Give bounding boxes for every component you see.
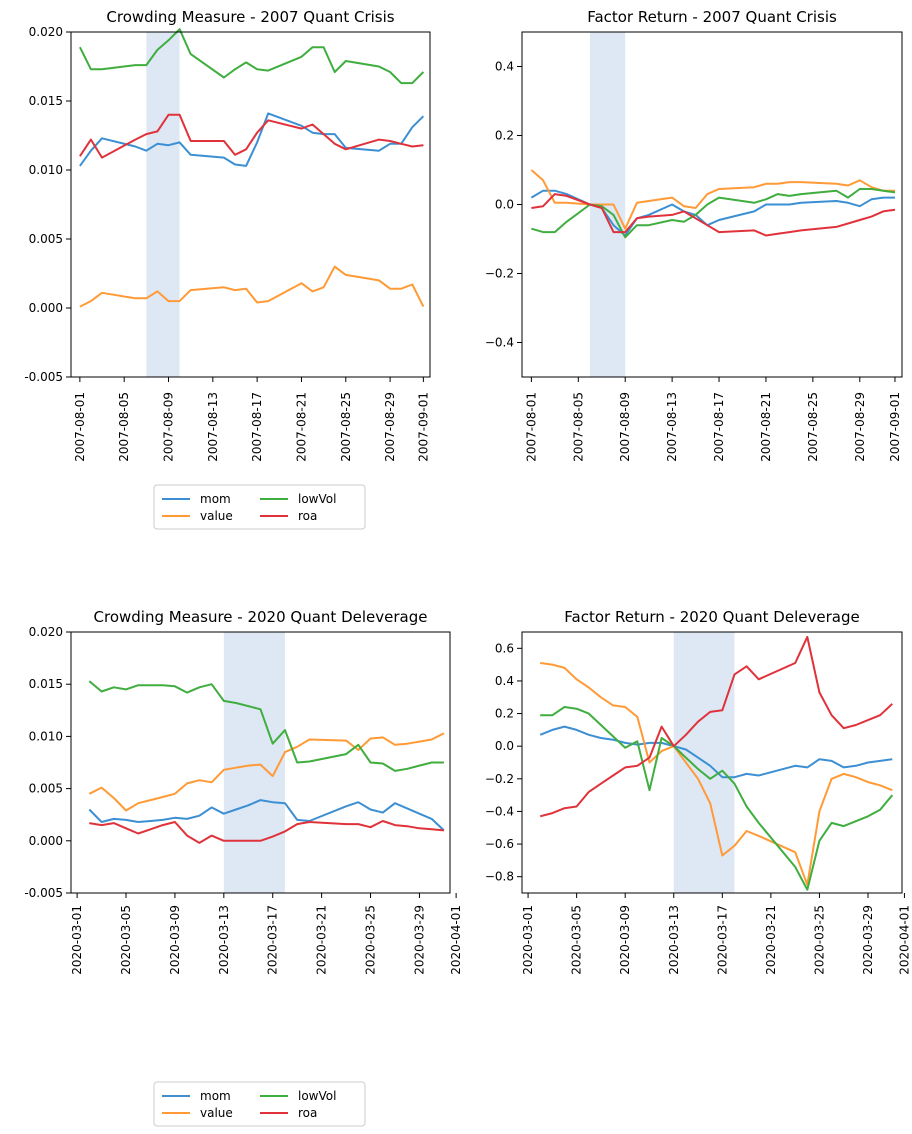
y-tick-label: 0.005 [29, 232, 63, 246]
chart-factor-return-2007: Factor Return - 2007 Quant Crisis −0.4 −0.… [485, 8, 903, 462]
legend-label-lowvol: lowVol [298, 1089, 336, 1103]
y-tick-label: 0.000 [29, 834, 63, 848]
chart-title: Factor Return - 2007 Quant Crisis [587, 8, 837, 26]
legend-label-lowvol: lowVol [298, 492, 336, 506]
x-tick-label: 2020-04-01 [897, 905, 911, 975]
chart-title: Factor Return - 2020 Quant Deleverage [564, 608, 859, 626]
x-tick-label: 2020-03-29 [412, 905, 426, 975]
y-tick-label: 0.2 [495, 707, 514, 721]
series-line-mom [88, 799, 445, 832]
chart-factor-return-2020: Factor Return - 2020 Quant Deleverage −0.… [485, 608, 912, 975]
x-tick-label: 2020-04-01 [449, 905, 463, 975]
x-tick-label: 2020-03-01 [70, 905, 84, 975]
x-tick-label: 2007-08-09 [162, 392, 176, 462]
series-line-roa [531, 193, 896, 237]
y-tick-label: 0.020 [29, 25, 63, 39]
plot-frame [70, 631, 451, 894]
y-tick-label: 0.4 [495, 674, 514, 688]
x-tick-label: 2007-08-09 [618, 392, 632, 462]
y-tick-label: 0.0 [495, 739, 514, 753]
y-tick-label: 0.000 [29, 301, 63, 315]
x-tick-label: 2020-03-05 [570, 905, 584, 975]
series-line-lowvol [88, 680, 444, 772]
x-tick-label: 2020-03-29 [861, 905, 875, 975]
legend-label-roa: roa [298, 1106, 317, 1120]
legend-bottom: mom value lowVol roa [153, 1081, 366, 1127]
legend-top: mom value lowVol roa [153, 484, 366, 530]
series-line-value [88, 732, 445, 812]
shaded-region [146, 32, 180, 377]
series-line-mom [539, 725, 893, 779]
x-tick-label: 2007-08-25 [339, 392, 353, 462]
y-tick-label: 0.015 [29, 94, 63, 108]
x-tick-label: 2020-03-17 [266, 905, 280, 975]
y-tick-label: −0.4 [485, 336, 514, 350]
x-tick-label: 2020-03-25 [812, 905, 826, 975]
x-tick-label: 2007-08-25 [806, 392, 820, 462]
x-tick-label: 2020-03-09 [168, 905, 182, 975]
series-line-roa [79, 113, 424, 159]
y-tick-label: 0.2 [495, 129, 514, 143]
x-tick-label: 2020-03-21 [764, 905, 778, 975]
x-tick-label: 2007-08-29 [383, 392, 397, 462]
y-tick-label: 0.4 [495, 60, 514, 74]
x-tick-label: 2007-08-01 [73, 392, 87, 462]
y-tick-label: −0.2 [485, 772, 514, 786]
x-tick-label: 2007-08-13 [665, 392, 679, 462]
y-tick-label: −0.8 [485, 870, 514, 884]
y-tick-label: 0.020 [29, 625, 63, 639]
legend-label-value: value [200, 1106, 233, 1120]
series-line-lowvol [79, 28, 425, 85]
y-tick-label: 0.010 [29, 729, 63, 743]
chart-crowding-2007: Crowding Measure - 2007 Quant Crisis -0.0… [24, 8, 431, 462]
series-line-roa [89, 820, 444, 844]
x-tick-label: 2020-03-17 [715, 905, 729, 975]
series-line-roa [539, 635, 893, 818]
x-tick-label: 2020-03-01 [521, 905, 535, 975]
series-line-lowvol [540, 706, 894, 891]
legend-label-value: value [200, 509, 233, 523]
x-tick-label: 2007-08-17 [250, 392, 264, 462]
y-tick-label: -0.005 [24, 886, 63, 900]
y-tick-label: −0.4 [485, 804, 514, 818]
x-tick-label: 2007-08-05 [571, 392, 585, 462]
legend-label-mom: mom [200, 1089, 231, 1103]
chart-title: Crowding Measure - 2007 Quant Crisis [106, 8, 394, 26]
x-tick-label: 2007-09-01 [416, 392, 430, 462]
x-tick-label: 2020-03-05 [119, 905, 133, 975]
chart-title: Crowding Measure - 2020 Quant Deleverage [94, 608, 428, 626]
legend-label-mom: mom [200, 492, 231, 506]
series-line-value [79, 265, 425, 308]
x-tick-label: 2020-03-21 [315, 905, 329, 975]
x-tick-label: 2007-08-29 [853, 392, 867, 462]
y-tick-label: 0.010 [29, 163, 63, 177]
x-tick-label: 2007-08-17 [712, 392, 726, 462]
x-tick-label: 2007-08-21 [759, 392, 773, 462]
y-tick-label: −0.2 [485, 267, 514, 281]
plot-frame [521, 631, 903, 894]
x-tick-label: 2007-08-05 [117, 392, 131, 462]
x-tick-label: 2020-03-13 [217, 905, 231, 975]
y-tick-label: 0.005 [29, 782, 63, 796]
x-tick-label: 2007-08-13 [206, 392, 220, 462]
x-tick-label: 2007-09-01 [888, 392, 902, 462]
x-tick-label: 2020-03-13 [667, 905, 681, 975]
plot-frame [70, 31, 431, 378]
x-tick-label: 2007-08-21 [294, 392, 308, 462]
shaded-region [223, 632, 285, 893]
x-tick-label: 2007-08-01 [524, 392, 538, 462]
y-tick-label: 0.015 [29, 677, 63, 691]
legend-label-roa: roa [298, 509, 317, 523]
chart-crowding-2020: Crowding Measure - 2020 Quant Deleverage… [24, 608, 463, 975]
y-tick-label: −0.6 [485, 837, 514, 851]
series-line-value [540, 662, 893, 886]
y-tick-label: -0.005 [24, 370, 63, 384]
x-tick-label: 2020-03-09 [618, 905, 632, 975]
series-line-mom [79, 112, 425, 167]
y-tick-label: 0.6 [495, 641, 514, 655]
y-tick-label: 0.0 [495, 198, 514, 212]
x-tick-label: 2020-03-25 [364, 905, 378, 975]
